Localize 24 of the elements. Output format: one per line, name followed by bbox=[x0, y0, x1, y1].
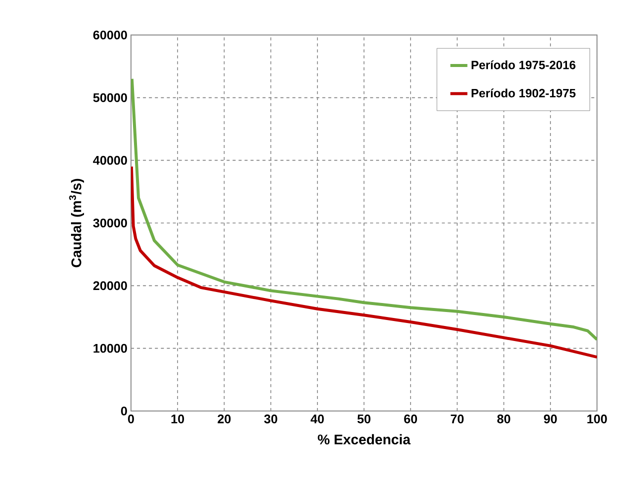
x-tick-label: 30 bbox=[264, 414, 278, 424]
x-tick-label: 70 bbox=[450, 414, 464, 424]
line-series bbox=[131, 165, 598, 359]
legend-label: Período 1975-2016 bbox=[472, 60, 576, 70]
y-tick-label: 10000 bbox=[94, 344, 127, 353]
x-axis-title: % Excedencia bbox=[318, 434, 411, 444]
x-tick-label: 40 bbox=[310, 414, 324, 424]
y-tick-label: 60000 bbox=[93, 30, 127, 40]
x-tick-label: 50 bbox=[357, 414, 370, 424]
x-tick-label: 10 bbox=[171, 414, 184, 424]
legend-label: Período 1902-1975 bbox=[472, 88, 576, 98]
y-axis-title: Caudal (m$^{3}$/s) bbox=[69, 178, 84, 268]
x-tick-label: 0 bbox=[128, 414, 134, 424]
y-tick-label: 20000 bbox=[93, 281, 127, 290]
y-tick-label: 50000 bbox=[93, 93, 127, 102]
line-series bbox=[131, 77, 598, 342]
x-tick-label: 80 bbox=[497, 414, 510, 424]
y-tick-label: 40000 bbox=[93, 156, 127, 165]
x-tick-label: 60 bbox=[404, 414, 418, 424]
x-tick-label: 20 bbox=[218, 414, 231, 424]
y-tick-label: 30000 bbox=[93, 218, 127, 228]
x-tick-label: 100 bbox=[587, 414, 607, 424]
y-tick-label: 0 bbox=[121, 406, 127, 416]
x-tick-label: 90 bbox=[544, 414, 557, 424]
